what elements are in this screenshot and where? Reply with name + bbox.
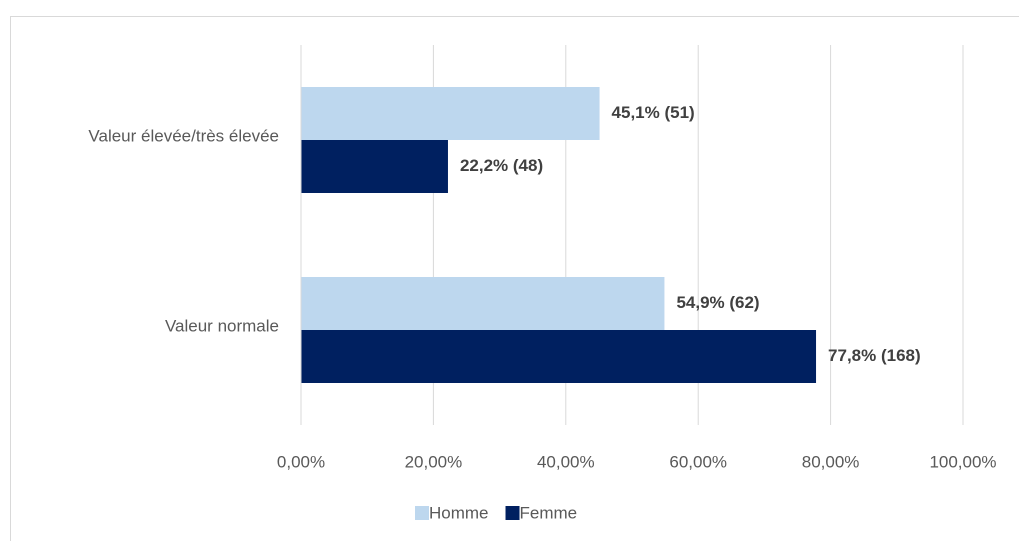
x-tick-label: 0,00% xyxy=(277,452,325,471)
legend-swatch xyxy=(505,506,520,520)
value-label: 22,2% (48) xyxy=(460,156,543,175)
x-tick-label: 100,00% xyxy=(929,452,996,471)
x-tick-label: 40,00% xyxy=(537,452,595,471)
bar xyxy=(301,87,600,140)
bar xyxy=(301,277,665,330)
x-tick-label: 60,00% xyxy=(669,452,727,471)
value-label: 77,8% (168) xyxy=(828,346,921,365)
bar xyxy=(301,140,448,193)
value-label: 45,1% (51) xyxy=(612,103,695,122)
value-label: 54,9% (62) xyxy=(676,293,759,312)
legend-swatch xyxy=(415,506,429,520)
chart-border xyxy=(10,16,1019,541)
bar xyxy=(301,330,817,383)
x-tick-label: 80,00% xyxy=(802,452,860,471)
y-tick-label: Valeur élevée/très élevée xyxy=(88,126,279,145)
legend-label: Femme xyxy=(520,503,578,522)
y-tick-label: Valeur normale xyxy=(165,316,279,335)
x-tick-label: 20,00% xyxy=(405,452,463,471)
legend-label: Homme xyxy=(429,503,489,522)
